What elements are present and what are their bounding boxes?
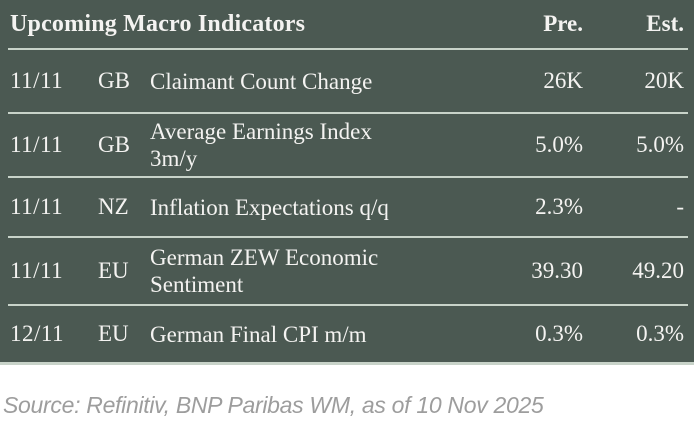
table-row: 11/11 NZ Inflation Expectations q/q 2.3%… (0, 178, 694, 236)
row-divider (8, 236, 688, 238)
table-row: 11/11 EU German ZEW Economic Sentiment 3… (0, 238, 694, 304)
country-cell: EU (98, 321, 129, 346)
estimate-value-cell: - (676, 194, 684, 219)
column-header-estimate: Est. (646, 11, 684, 36)
date-cell: 12/11 (10, 321, 65, 346)
table-row: 12/11 EU German Final CPI m/m 0.3% 0.3% (0, 306, 694, 362)
date-cell: 11/11 (10, 132, 64, 157)
estimate-value-cell: 0.3% (636, 321, 684, 346)
country-cell: GB (98, 132, 130, 157)
country-cell: GB (98, 68, 130, 93)
date-cell: 11/11 (10, 194, 64, 219)
table-title: Upcoming Macro Indicators (10, 10, 306, 37)
source-footer: Source: Refinitiv, BNP Paribas WM, as of… (0, 365, 694, 438)
previous-value-cell: 39.30 (531, 258, 583, 283)
indicator-cell: German ZEW Economic Sentiment (150, 245, 379, 297)
country-cell: EU (98, 258, 129, 283)
macro-indicators-table: Upcoming Macro Indicators Pre. Est. 11/1… (0, 0, 694, 365)
row-divider (8, 112, 688, 114)
indicator-cell: German Final CPI m/m (150, 321, 367, 347)
date-cell: 11/11 (10, 258, 64, 283)
date-cell: 11/11 (10, 68, 64, 93)
table-row: 11/11 GB Average Earnings Index 3m/y 5.0… (0, 114, 694, 176)
source-text: Source: Refinitiv, BNP Paribas WM, as of… (3, 392, 544, 418)
previous-value-cell: 2.3% (535, 194, 583, 219)
table-row: 11/11 GB Claimant Count Change 26K 20K (0, 50, 694, 112)
indicator-cell: Average Earnings Index 3m/y (150, 119, 372, 171)
table-header-row: Upcoming Macro Indicators Pre. Est. (0, 0, 694, 48)
previous-value-cell: 5.0% (535, 132, 583, 157)
column-header-previous: Pre. (543, 11, 583, 36)
previous-value-cell: 26K (543, 68, 583, 93)
previous-value-cell: 0.3% (535, 321, 583, 346)
indicator-cell: Inflation Expectations q/q (150, 194, 389, 220)
row-divider (8, 48, 688, 50)
country-cell: NZ (98, 194, 129, 219)
row-divider (8, 176, 688, 178)
row-divider (8, 304, 688, 306)
estimate-value-cell: 20K (644, 68, 684, 93)
estimate-value-cell: 5.0% (636, 132, 684, 157)
indicator-cell: Claimant Count Change (150, 68, 373, 94)
table-bottom-edge (0, 362, 694, 365)
estimate-value-cell: 49.20 (632, 258, 684, 283)
